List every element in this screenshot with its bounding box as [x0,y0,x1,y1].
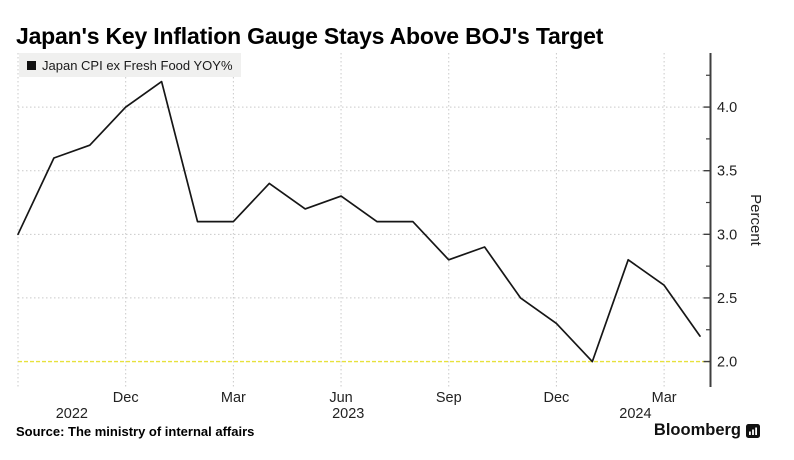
legend-label: Japan CPI ex Fresh Food YOY% [42,57,233,73]
x-tick-label: Sep [436,390,462,406]
x-tick-label: Mar [652,390,677,406]
bloomberg-logo: Bloomberg [654,421,760,440]
y-tick-label: 2.5 [717,291,737,307]
source-note: Source: The ministry of internal affairs [16,424,255,439]
legend: Japan CPI ex Fresh Food YOY% [19,53,241,77]
x-tick-label: Dec [113,390,139,406]
page-title: Japan's Key Inflation Gauge Stays Above … [16,23,604,49]
cpi-series-line [17,80,701,363]
year-label: 2022 [56,406,88,422]
x-tick-label: Mar [221,390,246,406]
y-tick-label: 4.0 [717,100,737,116]
year-label: 2024 [619,406,651,422]
y-tick-label: 3.5 [717,164,737,180]
y-axis-title: Percent [747,194,764,247]
y-tick-label: 2.0 [717,355,737,371]
legend-swatch-icon [27,60,36,70]
year-label: 2023 [332,406,364,422]
bloomberg-wordmark: Bloomberg [653,421,741,439]
y-tick-label: 3.0 [717,227,737,243]
bloomberg-terminal-icon [746,423,760,438]
x-tick-label: Dec [544,390,570,406]
x-tick-label: Jun [329,390,352,406]
